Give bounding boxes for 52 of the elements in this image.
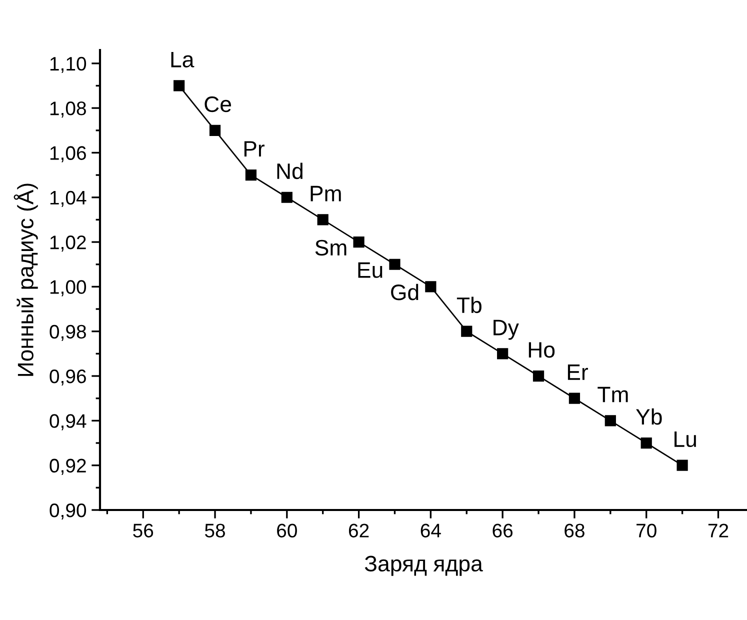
x-tick-label: 60 <box>277 524 297 538</box>
point <box>353 236 364 248</box>
y-tick-label: 1,04 <box>50 190 86 207</box>
point <box>389 258 400 270</box>
annotation: Ho <box>528 342 555 358</box>
point <box>245 169 257 181</box>
y-tick-label: 1,00 <box>50 280 86 296</box>
x-axis-title: Заряд ядра <box>364 556 483 576</box>
point <box>604 415 616 426</box>
point <box>425 281 436 292</box>
y-tick-label: 0,94 <box>50 414 86 430</box>
x-tick-label: 62 <box>348 524 369 538</box>
annotation: Gd <box>391 284 418 300</box>
point <box>640 437 652 449</box>
x-tick-label: 64 <box>420 524 441 538</box>
point <box>174 80 185 92</box>
y-tick-label: 1,10 <box>50 56 86 73</box>
point <box>568 392 580 404</box>
x-tick-label: 70 <box>636 524 656 538</box>
y-tick-label: 1,06 <box>50 146 86 162</box>
annotation: Yb <box>636 408 662 425</box>
annotation: Ce <box>204 96 232 112</box>
point <box>676 460 688 471</box>
annotation: Sm <box>315 240 346 256</box>
annotation: Tm <box>598 386 628 402</box>
annotation: Eu <box>358 262 382 278</box>
annotation: La <box>171 52 194 68</box>
y-tick-label: 0,92 <box>50 458 86 475</box>
point <box>209 124 221 136</box>
y-tick-label: 1,08 <box>50 102 86 118</box>
point <box>281 192 292 203</box>
annotation: Dy <box>494 320 519 340</box>
point <box>461 326 472 337</box>
annotation: Tb <box>456 296 482 314</box>
x-tick-label: 56 <box>133 524 154 538</box>
x-tick-label: 72 <box>708 524 728 538</box>
x-tick-label: 68 <box>564 524 584 538</box>
y-axis-title: Ионный радиус (Å) <box>14 184 38 376</box>
x-tick-label: 58 <box>204 524 225 538</box>
annotation: Er <box>568 364 588 380</box>
point <box>532 370 544 382</box>
y-tick-label: 1,02 <box>50 236 86 252</box>
y-tick-label: 0,98 <box>50 324 86 341</box>
point <box>497 348 508 360</box>
annotation: Pm <box>310 186 341 202</box>
x-tick-label: 66 <box>492 524 513 538</box>
y-tick-label: 0,90 <box>50 503 86 520</box>
point <box>317 214 328 226</box>
annotation: Pr <box>244 141 264 157</box>
y-tick-label: 0,96 <box>50 369 86 386</box>
annotation: Lu <box>674 432 696 448</box>
annotation: Nd <box>277 162 302 180</box>
